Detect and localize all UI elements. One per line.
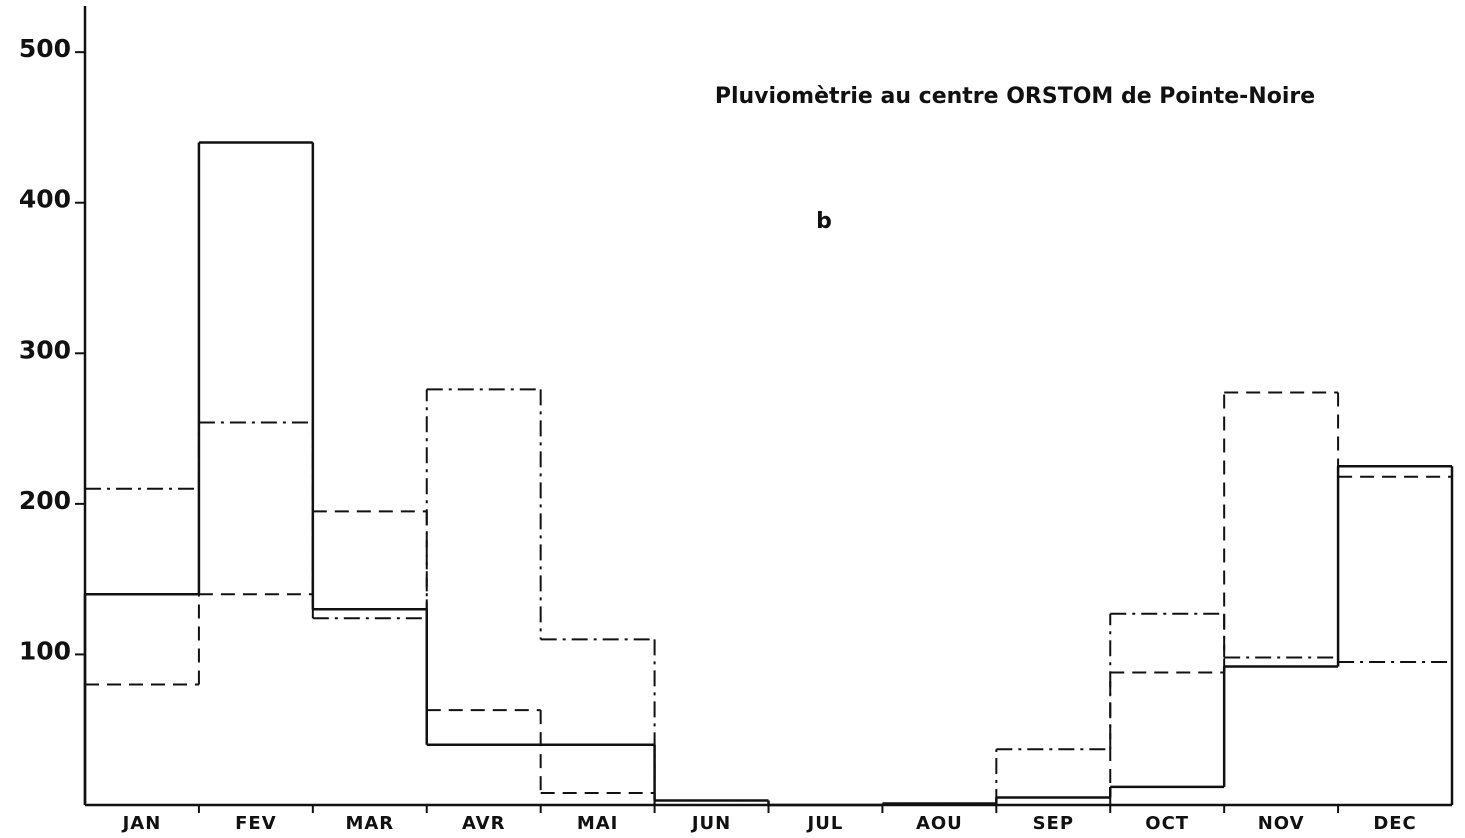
annotation: b <box>816 209 832 234</box>
x-tick-label: SEP <box>1033 813 1074 834</box>
x-tick-label: OCT <box>1145 813 1189 834</box>
x-tick-label: MAI <box>577 813 619 834</box>
y-tick-label: 400 <box>19 185 71 214</box>
x-tick-label: FEV <box>235 813 277 834</box>
x-tick-label: JUL <box>806 813 844 834</box>
y-tick-label: 100 <box>19 636 71 665</box>
x-tick-label: AOU <box>916 813 963 834</box>
y-tick-label: 300 <box>19 335 71 364</box>
y-tick-label: 500 <box>19 34 71 63</box>
x-tick-label: JUN <box>690 813 731 834</box>
x-tick-label: JAN <box>121 813 162 834</box>
y-tick-label: 200 <box>19 486 71 515</box>
x-tick-label: DEC <box>1373 813 1416 834</box>
x-tick-label: MAR <box>345 813 394 834</box>
chart-title: Pluviomètrie au centre ORSTOM de Pointe-… <box>715 84 1315 109</box>
x-tick-label: NOV <box>1258 813 1305 834</box>
x-tick-label: AVR <box>462 813 506 834</box>
